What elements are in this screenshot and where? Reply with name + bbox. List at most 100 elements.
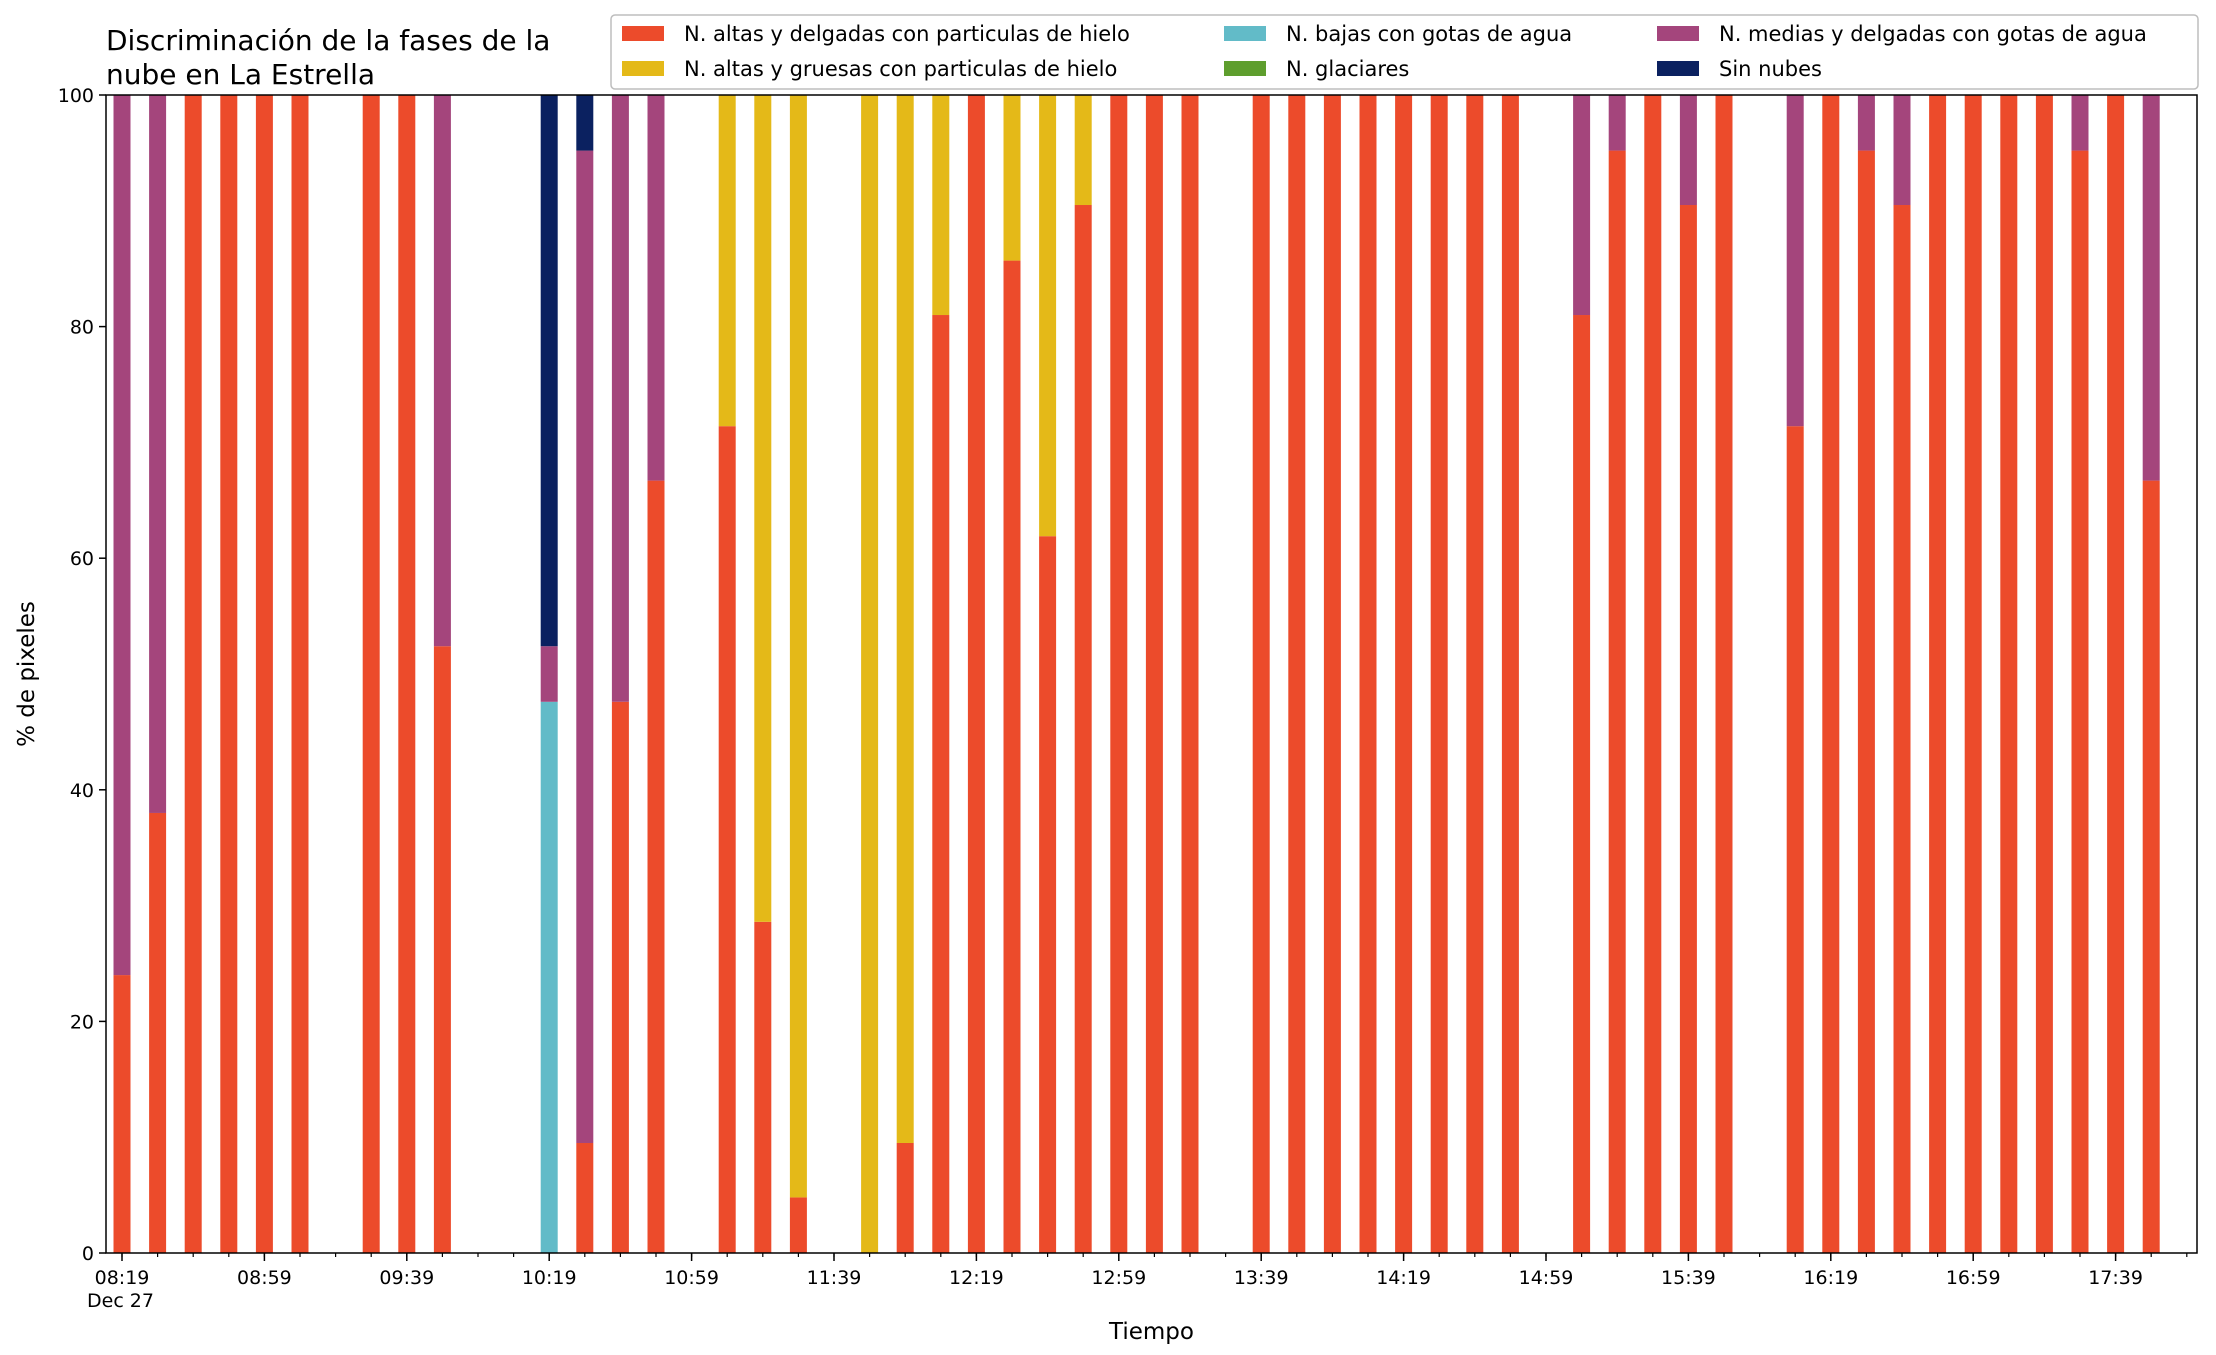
bar-segment	[1430, 95, 1448, 1253]
bar-segment	[1466, 95, 1484, 1253]
bar-segment	[932, 315, 950, 1253]
bar-segment	[1003, 95, 1021, 261]
y-tick-label: 0	[82, 1243, 94, 1265]
bar-segment	[1573, 95, 1591, 316]
bar-segment	[1964, 95, 1982, 1253]
bar-segment	[1715, 95, 1733, 1253]
legend-swatch	[1657, 61, 1699, 76]
chart-title-line: Discriminación de la fases de la	[106, 24, 550, 57]
bar-segment	[896, 1142, 914, 1253]
bar-segment	[1074, 205, 1092, 1253]
x-tick-label: 11:39	[807, 1267, 862, 1289]
bar-segment	[1039, 536, 1057, 1253]
bar-segment	[1003, 260, 1021, 1254]
bar-segment	[1608, 95, 1626, 151]
x-tick-label: 10:59	[664, 1267, 719, 1289]
bar-segment	[647, 95, 665, 481]
legend-label: N. medias y delgadas con gotas de agua	[1719, 22, 2147, 46]
bar-segment	[540, 95, 558, 647]
bar-segment	[1644, 95, 1662, 1253]
legend-swatch	[1224, 26, 1266, 41]
legend-swatch	[622, 26, 664, 41]
bar-segment	[967, 95, 985, 1253]
bar-segment	[113, 95, 131, 976]
bar-segment	[1786, 95, 1804, 427]
x-tick-label: 15:39	[1661, 1267, 1716, 1289]
x-tick-label: 08:19	[95, 1267, 150, 1289]
legend-label: N. altas y gruesas con particulas de hie…	[684, 57, 1117, 81]
x-tick-label: 12:59	[1091, 1267, 1146, 1289]
bar-segment	[1679, 95, 1697, 206]
chart-title-line: nube en La Estrella	[106, 58, 375, 91]
bar-segment	[1786, 426, 1804, 1253]
bar-segment	[1074, 95, 1092, 206]
y-tick-label: 40	[70, 780, 94, 802]
bar-segment	[149, 812, 167, 1253]
bar-segment	[1857, 95, 1875, 151]
bar-segment	[362, 95, 380, 1253]
bar-segment	[1359, 95, 1377, 1253]
bar-segment	[2107, 95, 2125, 1253]
bar-segment	[789, 1197, 807, 1253]
bar-segment	[1893, 95, 1911, 206]
legend-box	[610, 14, 2199, 90]
bar-segment	[1822, 95, 1840, 1253]
bar-segment	[754, 95, 772, 922]
bar-segment	[576, 150, 594, 1143]
y-tick-label: 80	[70, 317, 94, 339]
bar-segment	[611, 701, 629, 1253]
x-tick-label: 16:59	[1946, 1267, 2001, 1289]
bar-segment	[1323, 95, 1341, 1253]
bar-segment	[647, 480, 665, 1253]
x-tick-label: 13:39	[1234, 1267, 1289, 1289]
y-tick-label: 20	[70, 1011, 94, 1033]
y-tick-label: 60	[70, 548, 94, 570]
legend: N. altas y delgadas con particulas de hi…	[610, 14, 2199, 90]
bar-segment	[1857, 150, 1875, 1254]
x-tick-label: 16:19	[1803, 1267, 1858, 1289]
bar-segment	[1395, 95, 1413, 1253]
bar-segment	[540, 646, 558, 702]
y-axis-label: % de pixeles	[14, 601, 40, 747]
bar-segment	[576, 1142, 594, 1253]
bar-segment	[398, 95, 416, 1253]
x-tick-label: 14:19	[1376, 1267, 1431, 1289]
x-tick-label: 10:19	[522, 1267, 577, 1289]
bar-segment	[1501, 95, 1519, 1253]
legend-label: N. altas y delgadas con particulas de hi…	[684, 22, 1130, 46]
x-axis-label: Tiempo	[1108, 1319, 1194, 1345]
y-tick-label: 100	[58, 85, 94, 107]
legend-swatch	[1224, 61, 1266, 76]
bar-segment	[611, 95, 629, 702]
bar-segment	[718, 95, 736, 427]
bar-segment	[576, 95, 594, 151]
bars-layer	[113, 95, 2160, 1254]
legend-swatch	[622, 61, 664, 76]
x-tick-label: 17:39	[2088, 1267, 2143, 1289]
bar-segment	[433, 95, 451, 647]
bar-segment	[1929, 95, 1947, 1253]
bar-segment	[1110, 95, 1128, 1253]
bar-segment	[2142, 95, 2160, 481]
bar-segment	[113, 975, 131, 1253]
bar-segment	[184, 95, 202, 1253]
bar-segment	[1679, 205, 1697, 1253]
bar-segment	[2000, 95, 2018, 1253]
bar-segment	[861, 95, 879, 1253]
bar-segment	[255, 95, 273, 1253]
bar-segment	[932, 95, 950, 316]
x-tick-label: 09:39	[379, 1267, 434, 1289]
bar-segment	[754, 921, 772, 1253]
bar-segment	[291, 95, 309, 1253]
x-tick-label: 12:19	[949, 1267, 1004, 1289]
bar-segment	[1573, 315, 1591, 1253]
bar-segment	[1893, 205, 1911, 1253]
bar-segment	[2071, 95, 2089, 151]
bar-segment	[1039, 95, 1057, 537]
bar-segment	[718, 426, 736, 1253]
bar-segment	[540, 701, 558, 1253]
bar-segment	[433, 646, 451, 1253]
bar-segment	[1608, 150, 1626, 1254]
legend-label: N. bajas con gotas de agua	[1286, 22, 1572, 46]
